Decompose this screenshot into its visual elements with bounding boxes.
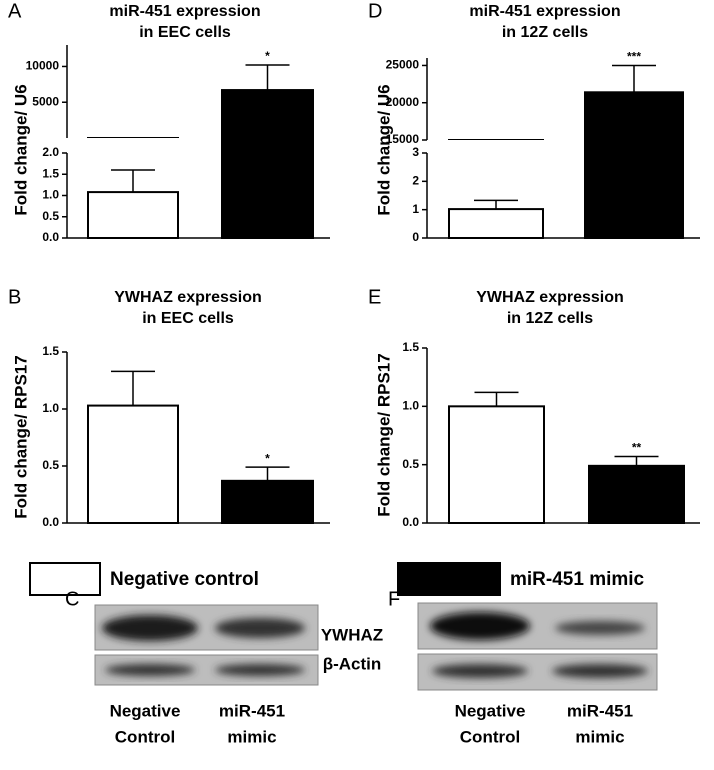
y-tick-label: 1.5 — [402, 340, 419, 354]
y-tick-label: 25000 — [386, 58, 420, 72]
y-tick-label: 0.5 — [42, 209, 59, 223]
significance: * — [265, 49, 270, 63]
y-tick-label: 0.0 — [42, 230, 59, 244]
y-tick-label: 1.0 — [42, 188, 59, 202]
y-axis-label: Fold change/ U6 — [11, 84, 30, 215]
error-bar — [474, 199, 518, 210]
plot-clip — [448, 64, 684, 140]
bar — [87, 404, 179, 524]
y-tick-label: 1.0 — [402, 399, 419, 413]
lane-label: Control — [115, 727, 175, 746]
legend-label: Negative control — [110, 569, 259, 590]
bar — [448, 208, 544, 239]
chart-title: miR-451 expression — [469, 3, 620, 20]
bar — [448, 405, 545, 524]
y-tick-label: 0 — [412, 230, 419, 244]
chart-title: in EEC cells — [142, 310, 234, 327]
chart-title: YWHAZ expression — [114, 289, 262, 306]
chart-title: in 12Z cells — [507, 310, 593, 327]
y-axis-label: Fold change/ RPS17 — [374, 353, 393, 516]
lane-label: Negative — [455, 701, 526, 720]
y-tick-label: 1.0 — [42, 401, 59, 415]
bar — [221, 479, 314, 524]
legend-label: miR-451 mimic — [510, 569, 645, 590]
error-bar — [111, 169, 155, 193]
plot-clip — [87, 64, 314, 138]
band — [215, 618, 305, 638]
lane-label: Negative — [110, 701, 181, 720]
error-bar — [612, 64, 656, 93]
band-label: β-Actin — [323, 654, 382, 673]
panel-letter: E — [368, 286, 381, 308]
band — [555, 621, 645, 635]
chart-title: YWHAZ expression — [476, 289, 624, 306]
lane-label: mimic — [227, 727, 276, 746]
error-bar — [474, 391, 519, 407]
significance: *** — [627, 50, 641, 64]
y-axis-label: Fold change/ U6 — [374, 84, 393, 215]
panel-letter: D — [368, 0, 382, 22]
band — [430, 612, 530, 640]
y-tick-label: 20000 — [386, 95, 420, 109]
error-bar — [111, 370, 155, 406]
bar — [588, 464, 685, 524]
error-bar — [245, 466, 290, 481]
y-tick-label: 2 — [412, 174, 419, 188]
y-tick-label: 3 — [412, 145, 419, 159]
band-label: YWHAZ — [321, 625, 383, 644]
error-bar — [245, 64, 290, 91]
lane-label: miR-451 — [219, 701, 285, 720]
significance: ** — [632, 441, 642, 455]
bar — [87, 191, 179, 239]
chart-title: in 12Z cells — [502, 24, 588, 41]
lane-label: mimic — [575, 727, 624, 746]
y-tick-label: 15000 — [386, 132, 420, 146]
band — [432, 664, 528, 678]
error-bar — [614, 455, 659, 466]
plot-clip — [87, 370, 314, 524]
y-tick-label: 1.5 — [42, 344, 59, 358]
panel-letter: C — [65, 588, 79, 610]
y-tick-label: 1 — [412, 202, 419, 216]
y-tick-label: 2.0 — [42, 145, 59, 159]
band — [102, 615, 198, 641]
y-tick-label: 0.0 — [402, 515, 419, 529]
legend-swatch — [397, 562, 501, 596]
chart-title: in EEC cells — [139, 24, 231, 41]
y-tick-label: 1.5 — [42, 166, 59, 180]
band — [105, 664, 195, 676]
y-tick-label: 0.0 — [42, 515, 59, 529]
legend-swatch — [29, 562, 101, 596]
y-tick-label: 10000 — [26, 59, 60, 73]
chart-title: miR-451 expression — [109, 3, 260, 20]
bar — [221, 89, 314, 138]
panel-letter: B — [8, 286, 21, 308]
panel-letter: F — [388, 588, 400, 610]
band — [215, 664, 305, 676]
y-tick-label: 5000 — [32, 94, 59, 108]
panel-letter: A — [8, 0, 22, 22]
y-tick-label: 0.5 — [42, 458, 59, 472]
lane-label: Control — [460, 727, 520, 746]
significance: * — [265, 451, 270, 465]
plot-clip — [448, 391, 685, 524]
bar — [584, 91, 684, 140]
lane-label: miR-451 — [567, 701, 633, 720]
y-tick-label: 0.5 — [402, 457, 419, 471]
band — [552, 664, 648, 678]
y-axis-label: Fold change/ RPS17 — [11, 355, 30, 518]
